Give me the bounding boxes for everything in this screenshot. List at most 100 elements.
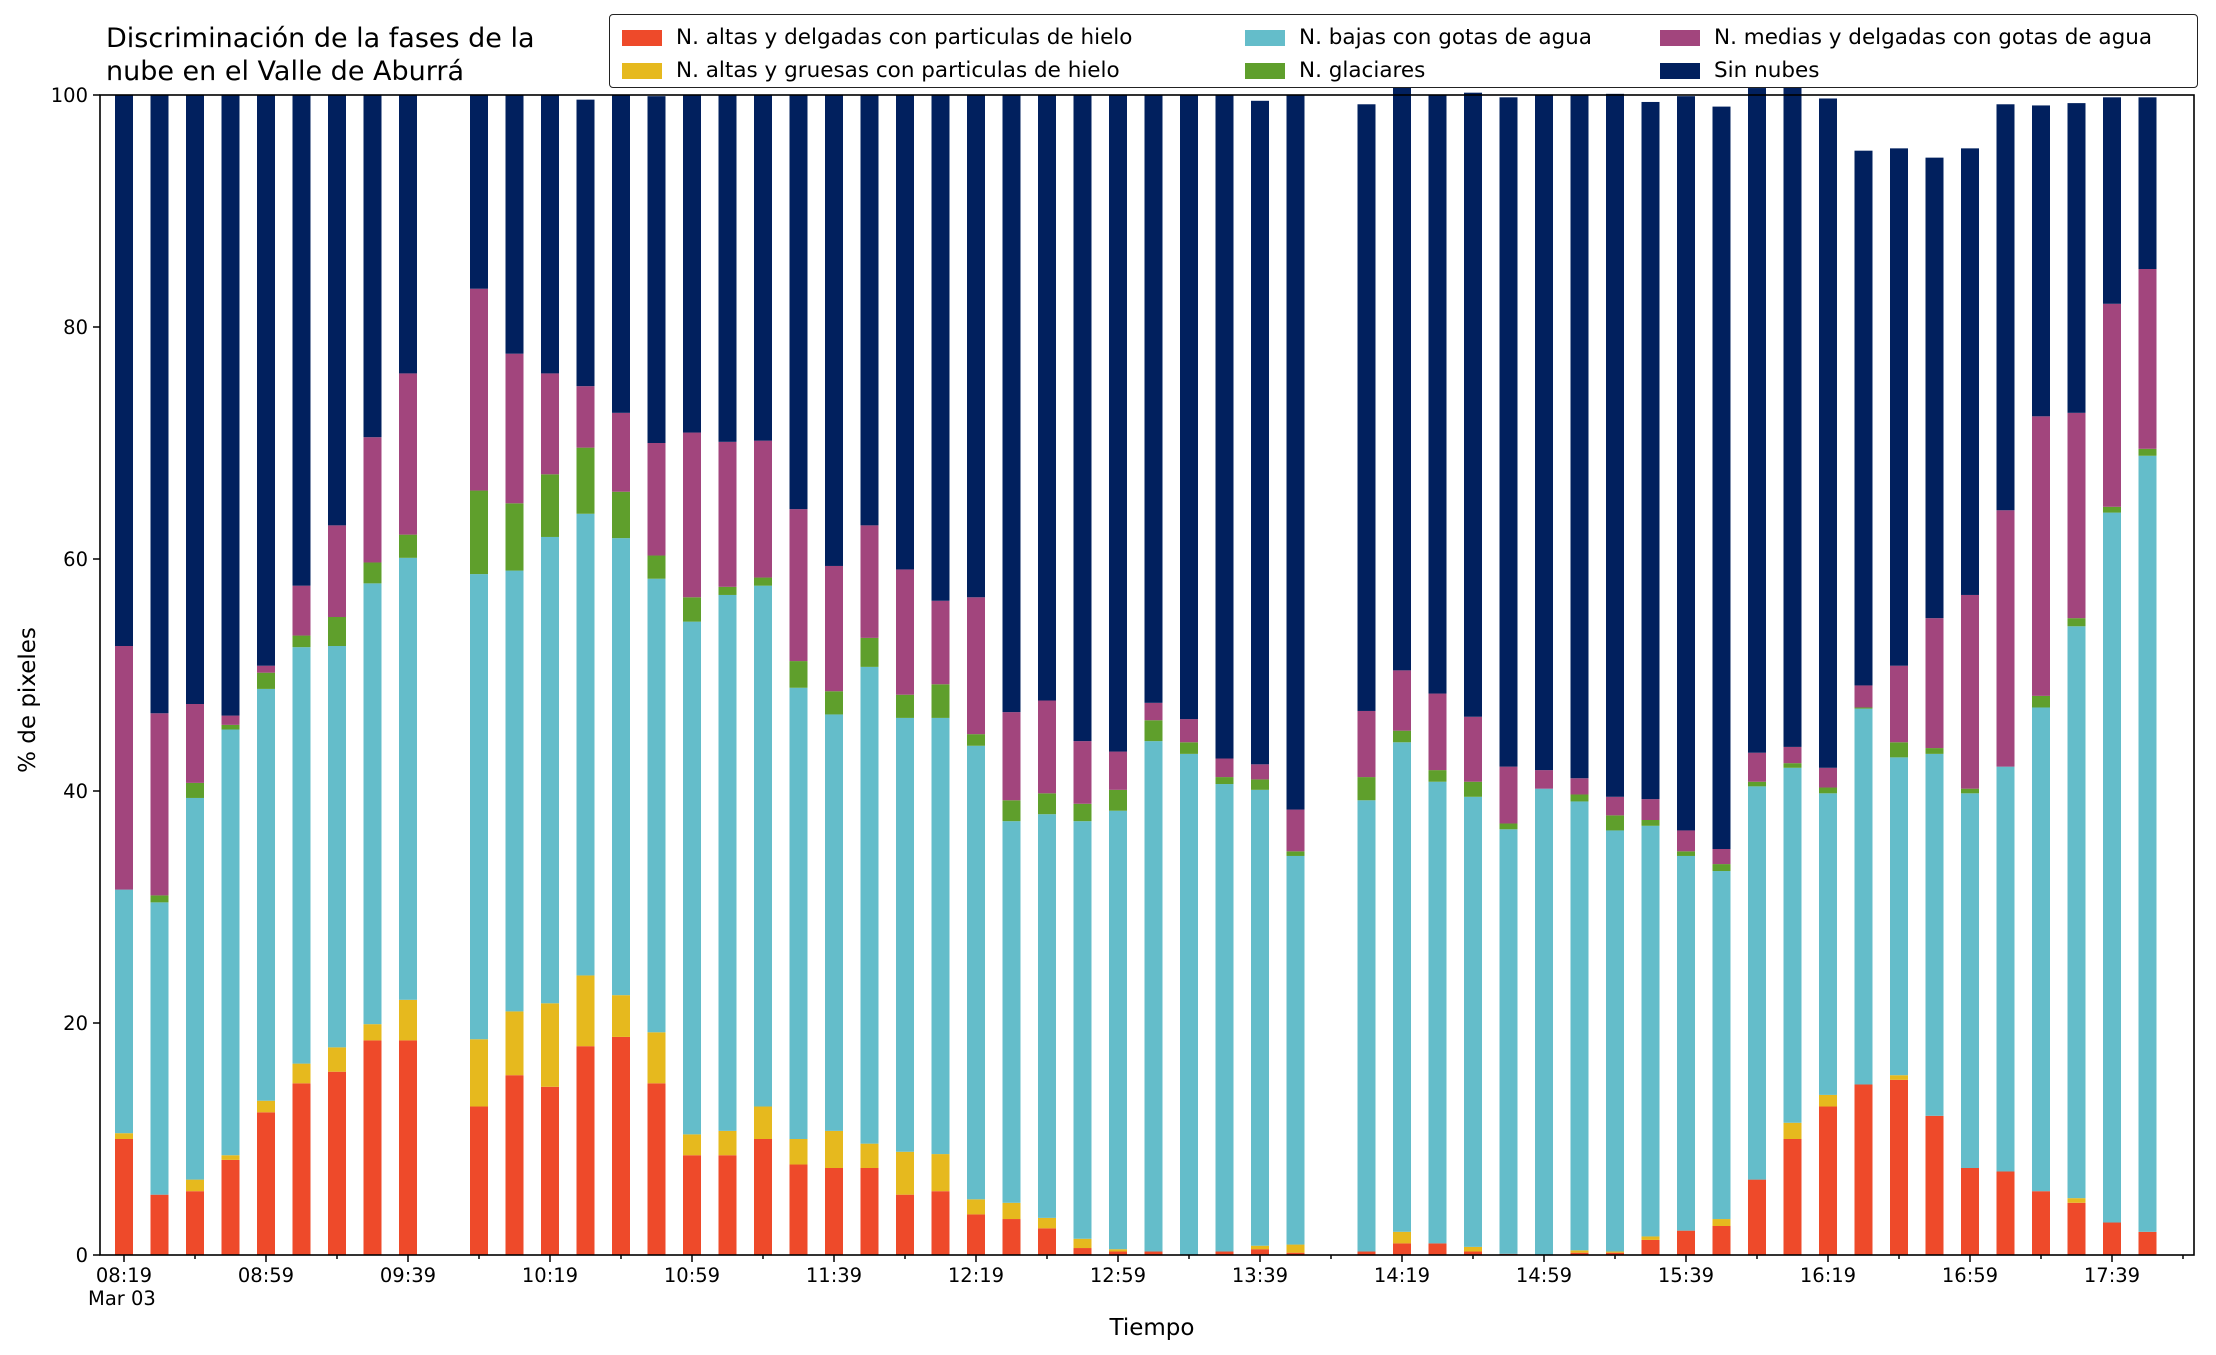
bar-segment-4 [1215,777,1234,785]
x-tick-label: 14:19 [1374,1264,1430,1287]
bar-segment-3 [1890,757,1908,1076]
legend-swatch [1245,62,1285,79]
bar-segment-2 [1819,1094,1837,1107]
bar-segment-3 [754,585,772,1107]
bar-segment-1 [683,1155,701,1255]
bar-segment-5 [1393,670,1411,731]
bar-segment-4 [541,474,559,537]
bar-segment-1 [789,1164,808,1255]
bar-segment-4 [1464,781,1482,797]
bar-segment-6 [1038,95,1056,701]
bar-segment-6 [1464,92,1482,717]
x-tick-label: 08:19 [96,1264,152,1287]
bar-segment-3 [896,717,914,1152]
bar-segment-2 [896,1151,914,1195]
x-tick-label: 12:19 [948,1264,1004,1287]
bar-segment-5 [2103,303,2121,507]
bar-segment-1 [1641,1239,1660,1255]
bar-segment-5 [825,565,843,692]
bar-segment-1 [257,1112,275,1255]
bar-segment-4 [1109,789,1127,811]
bar-segment-5 [1357,710,1376,778]
bar-segment-3 [1428,781,1447,1244]
bar-segment-5 [1996,510,2015,767]
bar-segment-3 [1641,825,1660,1237]
bar-segment-2 [1890,1075,1908,1080]
bar-segment-6 [825,95,843,566]
bar-segment-6 [612,95,630,413]
bar-segment-3 [186,797,204,1180]
bar-segment-5 [470,288,488,491]
bar-segment-3 [1783,767,1802,1123]
legend-label: N. glaciares [1299,58,1426,83]
bar-segment-2 [470,1039,488,1107]
bar-segment-1 [399,1040,417,1255]
bar-segment-5 [1961,594,1979,789]
bar-segment-2 [754,1106,772,1139]
bar-segment-3 [825,714,843,1131]
bar-segment-5 [2032,416,2050,696]
bar-segment-2 [399,999,417,1041]
bar-segment-3 [683,621,701,1135]
bar-segment-1 [1393,1243,1411,1255]
bar-segment-4 [683,597,701,622]
bar-segment-5 [1890,665,1908,743]
bar-segment-4 [2103,506,2121,513]
bar-segment-4 [150,895,169,903]
bar-segment-2 [576,975,595,1047]
bar-segment-3 [576,513,595,976]
bar-segment-4 [1925,748,1944,754]
x-tick-label: 09:39 [380,1264,436,1287]
bar-segment-3 [1712,871,1731,1220]
bar-segment-6 [789,95,808,510]
bar-segment-6 [967,95,985,598]
bar-segment-6 [1180,95,1198,720]
bar-segment-5 [541,373,559,475]
legend-item: N. bajas con gotas de agua [1245,25,1592,50]
bar-segment-6 [1357,104,1376,711]
bar-segment-4 [1393,730,1411,743]
bar-segment-2 [1251,1245,1269,1250]
bar-segment-1 [1783,1139,1802,1255]
bar-segment-1 [1925,1115,1944,1255]
bar-segment-5 [1499,766,1518,824]
bar-segment-1 [1854,1084,1873,1255]
bar-segment-2 [1073,1238,1092,1249]
x-tick-label: 10:19 [522,1264,578,1287]
bar-segment-4 [576,447,595,514]
bar-segment-3 [505,570,524,1012]
bar-segment-3 [647,578,666,1033]
bar-segment-5 [1819,767,1837,788]
bar-segment-1 [1144,1251,1163,1255]
bar-segment-3 [1357,800,1376,1252]
bar-segment-3 [221,729,240,1156]
bar-segment-1 [1428,1243,1447,1255]
bar-segment-3 [115,889,133,1134]
y-tick-label: 60 [63,548,88,571]
bar-segment-5 [1073,741,1092,804]
bars-layer [115,81,2157,1255]
bar-segment-2 [1712,1219,1731,1226]
bar-segment-3 [1925,753,1944,1116]
bar-segment-3 [2067,626,2086,1199]
bar-segment-4 [825,691,843,715]
bar-segment-1 [1073,1248,1092,1255]
bar-segment-1 [186,1191,204,1255]
bar-segment-5 [931,600,950,685]
bar-segment-6 [257,95,275,666]
legend-swatch [622,29,662,46]
bar-segment-5 [221,715,240,725]
bar-segment-3 [1854,708,1873,1085]
bar-segment-3 [2103,512,2121,1223]
bar-segment-4 [2138,448,2157,456]
bar-segment-4 [1677,851,1695,856]
bar-segment-6 [1783,85,1802,747]
bar-segment-5 [1535,770,1553,789]
bar-segment-5 [1286,809,1305,852]
bar-segment-2 [2067,1198,2086,1203]
bar-segment-5 [754,440,772,578]
bar-segment-6 [399,95,417,374]
bar-segment-5 [612,412,630,492]
bar-segment-3 [1570,801,1589,1251]
bar-segment-4 [1251,779,1269,790]
